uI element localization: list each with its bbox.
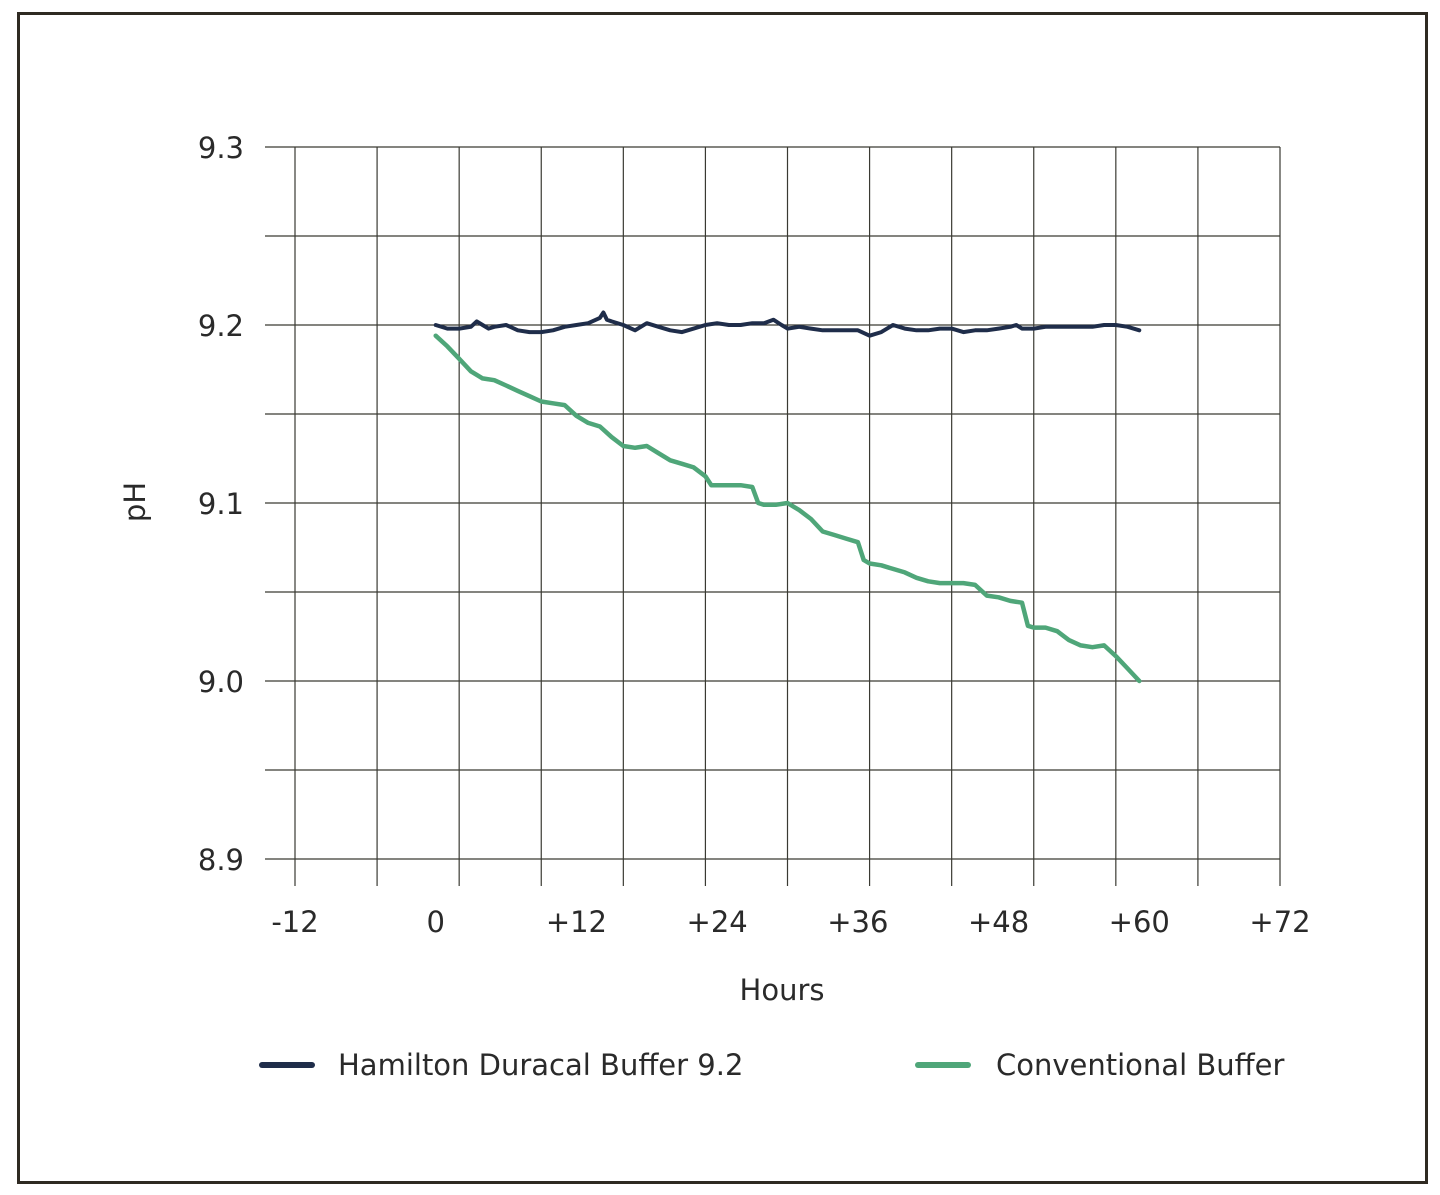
x-tick-label: +48 (968, 905, 1029, 939)
x-tick-label: 0 (426, 905, 444, 939)
y-tick-label: 9.2 (198, 309, 244, 343)
grid-lines (265, 146, 1281, 886)
x-tick-label: +12 (546, 905, 607, 939)
y-tick-label: 9.3 (198, 131, 244, 165)
legend-label: Hamilton Duracal Buffer 9.2 (338, 1048, 743, 1082)
series-line-conventional (433, 333, 1142, 684)
x-tick-labels: -12 0 +12 +24 +36 +48 +60 +72 (271, 905, 1310, 939)
x-tick-label: -12 (271, 905, 318, 939)
y-tick-label: 9.0 (198, 665, 244, 699)
series-lines (433, 310, 1142, 684)
x-tick-label: +60 (1109, 905, 1170, 939)
legend-label: Conventional Buffer (996, 1048, 1284, 1082)
x-tick-label: +36 (827, 905, 888, 939)
series-line-hamilton-duracal (433, 310, 1142, 338)
chart-frame (17, 12, 1428, 1184)
legend: Hamilton Duracal Buffer 9.2 Conventional … (259, 1048, 1284, 1082)
y-tick-label: 9.1 (198, 487, 244, 521)
x-tick-label: +72 (1249, 905, 1310, 939)
x-axis-title: Hours (740, 973, 825, 1007)
y-axis-title: pH (118, 482, 152, 522)
y-tick-label: 8.9 (198, 843, 244, 877)
y-tick-labels: 8.9 9.0 9.1 9.2 9.3 (198, 131, 244, 877)
x-tick-label: +24 (687, 905, 748, 939)
